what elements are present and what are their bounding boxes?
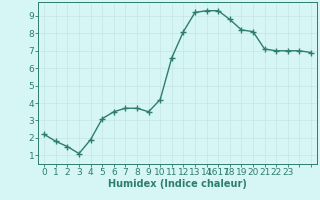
X-axis label: Humidex (Indice chaleur): Humidex (Indice chaleur): [108, 179, 247, 189]
